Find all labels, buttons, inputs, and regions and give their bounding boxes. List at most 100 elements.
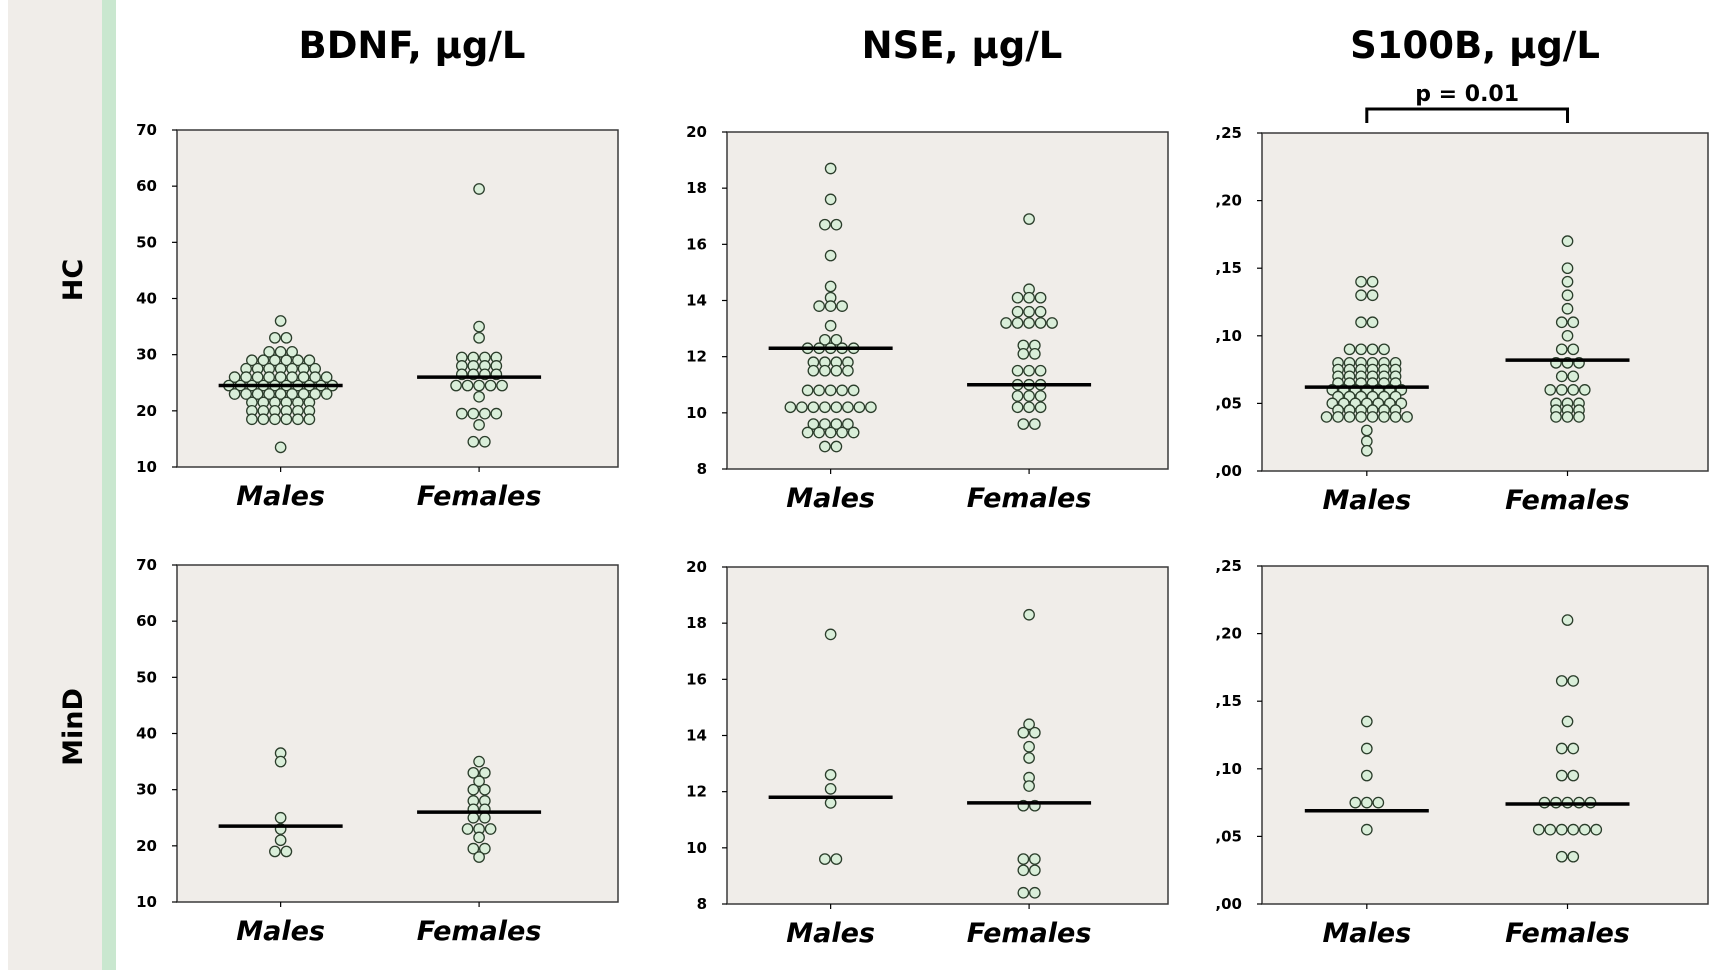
data-point-males bbox=[824, 300, 837, 312]
data-point-males bbox=[1360, 769, 1373, 782]
data-point-males bbox=[807, 364, 820, 377]
y-tick-label: 10 bbox=[686, 839, 707, 857]
data-point-females bbox=[1567, 850, 1580, 863]
data-point-males bbox=[269, 354, 281, 367]
data-point-females bbox=[1034, 401, 1047, 414]
panel-mind-3: 10 20 30 40 50 60 70 Males Females bbox=[136, 556, 619, 947]
y-tick-label: 12 bbox=[686, 348, 707, 366]
data-point-males bbox=[1355, 316, 1367, 329]
data-point-males bbox=[819, 401, 831, 414]
data-point-females bbox=[467, 842, 480, 855]
data-point-females bbox=[1567, 370, 1580, 383]
data-point-females bbox=[1011, 291, 1024, 304]
data-point-males bbox=[274, 346, 287, 358]
y-tick-label: ,00 bbox=[1215, 462, 1242, 480]
data-point-males bbox=[824, 162, 837, 175]
data-point-females bbox=[1567, 769, 1580, 782]
data-point-males bbox=[819, 418, 831, 430]
data-point-females bbox=[1046, 317, 1058, 329]
column-title-bdnf: BDNF, µg/L bbox=[299, 24, 526, 67]
panel-hc-2: ,00 ,05 ,10 ,15 ,20 ,25 Males Females p = 0.01 bbox=[1215, 82, 1709, 516]
data-point-females bbox=[1555, 384, 1568, 396]
data-point-males bbox=[1355, 411, 1367, 423]
data-point-females bbox=[1034, 364, 1047, 377]
data-point-males bbox=[1320, 411, 1333, 423]
category-label-females: Females bbox=[967, 483, 1092, 514]
y-tick-label: ,15 bbox=[1215, 259, 1242, 277]
data-point-males bbox=[297, 388, 310, 400]
plot-area bbox=[726, 566, 1169, 905]
data-point-males bbox=[847, 426, 860, 439]
data-point-males bbox=[819, 218, 831, 231]
data-point-females bbox=[1023, 305, 1035, 318]
y-tick-label: 50 bbox=[136, 233, 157, 251]
data-point-females bbox=[1590, 823, 1603, 836]
data-point-males bbox=[1360, 444, 1373, 457]
data-point-males bbox=[274, 371, 287, 383]
y-tick-label: ,10 bbox=[1215, 760, 1242, 778]
data-point-females bbox=[478, 766, 491, 779]
data-point-males bbox=[263, 388, 275, 400]
data-point-females bbox=[1567, 343, 1580, 356]
y-tick-label: 70 bbox=[136, 121, 157, 139]
plot-panels: 10 20 30 40 50 60 70 Males Females 8 10 12 14 16 18 20 M… bbox=[136, 82, 1709, 949]
data-point-males bbox=[1360, 742, 1373, 755]
data-point-males bbox=[836, 426, 848, 439]
data-point-males bbox=[824, 783, 837, 795]
data-point-females bbox=[1017, 853, 1030, 865]
data-point-females bbox=[1567, 316, 1580, 329]
category-label-females: Females bbox=[1505, 918, 1630, 949]
data-point-females bbox=[1023, 740, 1035, 753]
data-point-males bbox=[274, 441, 287, 454]
data-point-males bbox=[807, 401, 820, 414]
data-point-females bbox=[450, 379, 462, 392]
y-tick-label: ,00 bbox=[1215, 895, 1242, 913]
y-tick-label: 60 bbox=[136, 612, 157, 630]
data-point-males bbox=[824, 797, 837, 809]
plot-area bbox=[726, 131, 1169, 470]
data-point-females bbox=[473, 419, 485, 431]
y-tick-label: 10 bbox=[136, 458, 157, 476]
y-tick-label: 40 bbox=[136, 290, 157, 308]
data-point-males bbox=[1360, 715, 1373, 728]
data-point-males bbox=[309, 371, 321, 383]
data-point-males bbox=[280, 845, 293, 858]
data-point-males bbox=[1366, 275, 1379, 288]
data-point-females bbox=[473, 331, 485, 344]
category-label-males: Males bbox=[236, 481, 325, 512]
panel-hc-0: 10 20 30 40 50 60 70 Males Females bbox=[136, 121, 619, 512]
y-tick-label: 12 bbox=[686, 783, 707, 801]
data-point-females bbox=[1023, 608, 1035, 621]
data-point-females bbox=[473, 755, 485, 768]
data-point-males bbox=[274, 315, 287, 327]
data-point-females bbox=[1544, 823, 1557, 836]
data-point-females bbox=[1034, 317, 1047, 329]
data-point-males bbox=[1343, 411, 1356, 423]
data-point-males bbox=[292, 354, 304, 367]
data-point-males bbox=[269, 413, 281, 426]
data-point-males bbox=[1366, 289, 1379, 302]
data-point-males bbox=[819, 364, 831, 377]
data-point-females bbox=[473, 831, 485, 844]
data-point-males bbox=[1389, 411, 1402, 423]
data-point-females bbox=[473, 320, 485, 333]
y-tick-label: ,20 bbox=[1215, 192, 1242, 210]
category-label-females: Females bbox=[417, 916, 542, 947]
data-point-females bbox=[1023, 752, 1035, 764]
data-point-females bbox=[1017, 348, 1030, 360]
data-point-females bbox=[1011, 390, 1024, 402]
data-point-females bbox=[473, 775, 485, 788]
data-point-males bbox=[824, 426, 837, 439]
data-point-females bbox=[1017, 864, 1030, 877]
y-tick-label: 20 bbox=[686, 123, 707, 141]
data-point-males bbox=[824, 193, 837, 206]
data-point-males bbox=[246, 413, 258, 426]
y-tick-label: 8 bbox=[697, 460, 707, 478]
data-point-males bbox=[286, 371, 298, 383]
data-point-males bbox=[813, 426, 825, 439]
data-point-females bbox=[1567, 823, 1580, 836]
data-point-females bbox=[1561, 262, 1574, 275]
data-point-females bbox=[484, 379, 497, 392]
data-point-males bbox=[1360, 823, 1373, 836]
data-point-males bbox=[280, 413, 293, 426]
